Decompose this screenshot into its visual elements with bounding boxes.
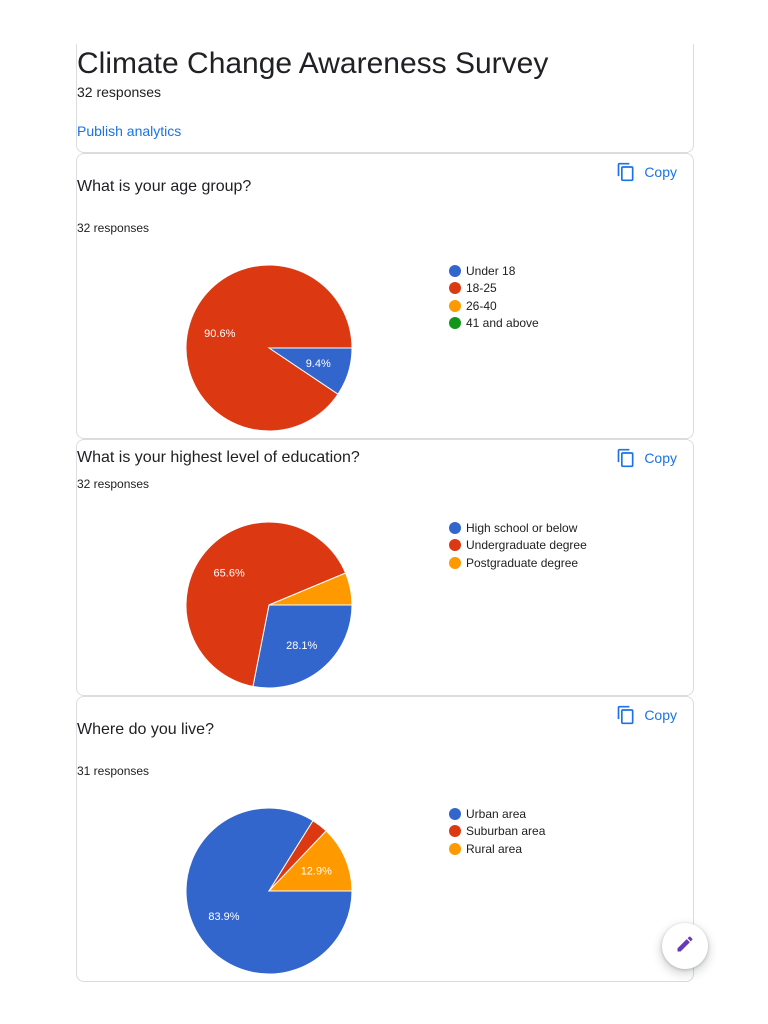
legend-color-dot bbox=[449, 264, 461, 277]
legend-label: Rural area bbox=[466, 841, 523, 856]
legend-label: Postgraduate degree bbox=[466, 555, 579, 570]
legend-color-dot bbox=[449, 807, 461, 820]
question-title: What is your highest level of education? bbox=[77, 449, 360, 466]
pie-slice[interactable] bbox=[185, 808, 353, 974]
legend-item[interactable]: Urban area bbox=[449, 805, 545, 823]
chart-legend: High school or below Undergraduate degree… bbox=[449, 519, 587, 572]
copy-label: Copy bbox=[644, 707, 677, 723]
legend-label: Under 18 bbox=[466, 263, 516, 278]
legend-label: Suburban area bbox=[466, 824, 546, 839]
slice-label: 90.6% bbox=[204, 328, 235, 340]
page-title: Climate Change Awareness Survey bbox=[77, 47, 549, 80]
legend-color-dot bbox=[449, 299, 461, 312]
legend-item[interactable]: Suburban area bbox=[449, 823, 545, 841]
legend-label: 18-25 bbox=[466, 281, 497, 296]
copy-chart-button[interactable]: Copy bbox=[616, 160, 677, 184]
question-title: What is your age group? bbox=[77, 178, 252, 195]
edit-fab-button[interactable] bbox=[662, 923, 708, 969]
pie-slice[interactable] bbox=[185, 265, 353, 431]
legend-item[interactable]: Undergraduate degree bbox=[449, 537, 587, 555]
legend-label: Undergraduate degree bbox=[466, 538, 587, 553]
legend-label: 26-40 bbox=[466, 298, 497, 313]
slice-label: 65.6% bbox=[214, 567, 245, 579]
question-responses: 31 responses bbox=[77, 764, 150, 778]
legend-color-dot bbox=[449, 842, 461, 855]
pencil-icon bbox=[675, 934, 695, 959]
question-card-residence: Where do you live? 31 responses Copy 83.… bbox=[76, 696, 694, 982]
legend-color-dot bbox=[449, 282, 461, 295]
pie-slice[interactable] bbox=[185, 522, 347, 688]
total-responses: 32 responses bbox=[77, 84, 162, 100]
legend-color-dot bbox=[449, 556, 461, 569]
legend-color-dot bbox=[449, 521, 461, 534]
question-card-education: What is your highest level of education?… bbox=[76, 439, 694, 696]
copy-icon bbox=[616, 448, 636, 468]
pie-chart: 28.1% 65.6% bbox=[185, 522, 353, 688]
legend-item[interactable]: 41 and above bbox=[449, 315, 539, 333]
slice-label: 12.9% bbox=[301, 866, 332, 878]
legend-item[interactable]: Postgraduate degree bbox=[449, 554, 587, 572]
copy-icon bbox=[616, 162, 636, 182]
legend-item[interactable]: High school or below bbox=[449, 519, 587, 537]
copy-icon bbox=[616, 705, 636, 725]
pie-slice[interactable] bbox=[252, 604, 353, 688]
slice-label: 83.9% bbox=[208, 911, 239, 923]
pie-chart: 83.9% 12.9% bbox=[185, 808, 353, 974]
legend-label: 41 and above bbox=[466, 316, 539, 331]
publish-analytics-link[interactable]: Publish analytics bbox=[77, 123, 182, 139]
copy-label: Copy bbox=[644, 450, 677, 466]
legend-color-dot bbox=[449, 317, 461, 330]
legend-label: Urban area bbox=[466, 806, 527, 821]
copy-chart-button[interactable]: Copy bbox=[616, 446, 677, 470]
copy-label: Copy bbox=[644, 164, 677, 180]
legend-color-dot bbox=[449, 539, 461, 552]
pie-slice[interactable] bbox=[267, 830, 353, 892]
legend-item[interactable]: 26-40 bbox=[449, 297, 539, 315]
slice-label: 9.4% bbox=[306, 358, 331, 370]
question-title: Where do you live? bbox=[77, 721, 214, 738]
form-header-card: Climate Change Awareness Survey 32 respo… bbox=[76, 44, 694, 153]
chart-legend: Urban area Suburban area Rural area bbox=[449, 805, 545, 858]
pie-chart: 9.4% 90.6% bbox=[185, 265, 353, 431]
copy-chart-button[interactable]: Copy bbox=[616, 703, 677, 727]
question-responses: 32 responses bbox=[77, 477, 150, 491]
legend-label: High school or below bbox=[466, 520, 578, 535]
question-card-age-group: What is your age group? 32 responses Cop… bbox=[76, 153, 694, 439]
legend-item[interactable]: 18-25 bbox=[449, 280, 539, 298]
chart-legend: Under 18 18-25 26-40 41 and above bbox=[449, 262, 539, 332]
question-responses: 32 responses bbox=[77, 221, 150, 235]
legend-color-dot bbox=[449, 825, 461, 838]
legend-item[interactable]: Under 18 bbox=[449, 262, 539, 280]
pie-slice[interactable] bbox=[268, 572, 353, 606]
legend-item[interactable]: Rural area bbox=[449, 840, 545, 858]
slice-label: 28.1% bbox=[286, 640, 317, 652]
